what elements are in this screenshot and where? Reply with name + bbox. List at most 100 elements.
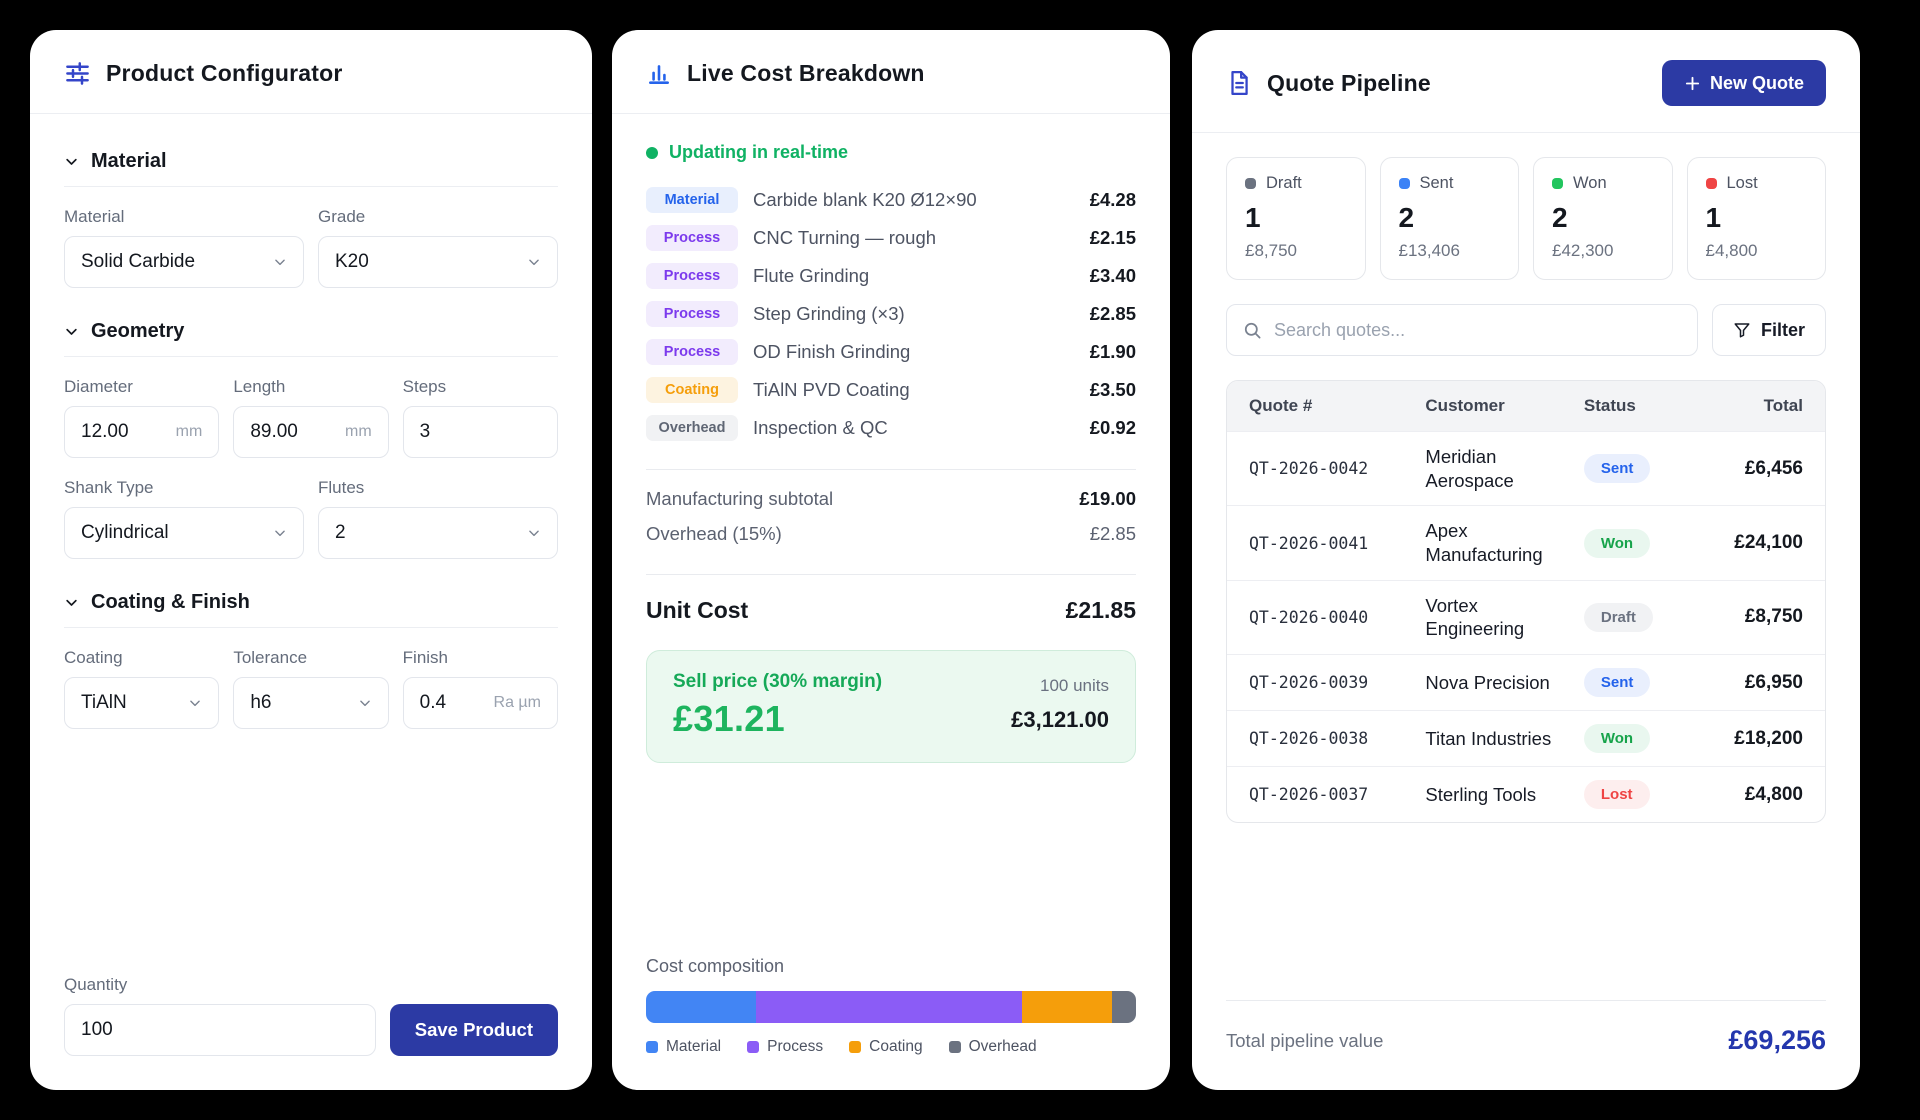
cost-line-item: Process CNC Turning — rough £2.15 <box>646 225 1136 251</box>
finish-value: 0.4 <box>419 692 447 713</box>
pipeline-footer: Total pipeline value £69,256 <box>1226 1000 1826 1056</box>
sell-price-label: Sell price (30% margin) <box>673 671 883 692</box>
shank-type-select[interactable]: Cylindrical <box>64 507 304 559</box>
tag-process: Process <box>646 339 738 365</box>
filter-label: Filter <box>1760 319 1805 340</box>
material-select[interactable]: Solid Carbide <box>64 236 304 288</box>
stat-card-draft: Draft 1 £8,750 <box>1226 157 1366 280</box>
cost-item-name: OD Finish Grinding <box>753 341 911 362</box>
status-badge: Sent <box>1583 454 1651 484</box>
bar-segment-process <box>756 991 1022 1023</box>
cost-line-item: Process OD Finish Grinding £1.90 <box>646 339 1136 365</box>
table-row[interactable]: QT-2026-0038 Titan Industries Won £18,20… <box>1227 710 1825 766</box>
table-row[interactable]: QT-2026-0037 Sterling Tools Lost £4,800 <box>1227 766 1825 822</box>
sent-dot-icon <box>1398 178 1410 189</box>
new-quote-button[interactable]: New Quote <box>1661 60 1826 106</box>
new-quote-label: New Quote <box>1709 72 1804 93</box>
length-input[interactable]: 89.00 mm <box>233 406 389 458</box>
grade-label: Grade <box>318 207 366 226</box>
steps-input[interactable]: 3 <box>402 406 558 458</box>
tag-process: Process <box>646 225 738 251</box>
cost-item-name: Carbide blank K20 Ø12×90 <box>753 189 977 210</box>
unit-cost-value: £21.85 <box>1065 597 1136 623</box>
bar-chart-icon <box>649 64 669 84</box>
customer-name: Vortex Engineering <box>1425 594 1525 640</box>
quantity-input[interactable] <box>64 1004 376 1056</box>
legend-item: Process <box>747 1038 823 1056</box>
table-row[interactable]: QT-2026-0040 Vortex Engineering Draft £8… <box>1227 579 1825 654</box>
shank-type-value: Cylindrical <box>81 522 169 543</box>
diameter-value: 12.00 <box>81 421 129 442</box>
flutes-value: 2 <box>335 522 346 543</box>
table-header-row: Quote # Customer Status Total <box>1227 381 1825 431</box>
section-material[interactable]: Material <box>64 138 558 187</box>
card-count: 2 <box>1552 202 1568 233</box>
flutes-select[interactable]: 2 <box>318 507 558 559</box>
save-product-button[interactable]: Save Product <box>389 1004 558 1056</box>
table-row[interactable]: QT-2026-0039 Nova Precision Sent £6,950 <box>1227 654 1825 710</box>
status-cards: Draft 1 £8,750 Sent 2 £13,406 Won 2 £42,… <box>1226 157 1826 280</box>
coating-select[interactable]: TiAlN <box>64 677 220 729</box>
section-geometry[interactable]: Geometry <box>64 308 558 357</box>
status-badge: Won <box>1583 528 1651 558</box>
grade-select[interactable]: K20 <box>318 236 558 288</box>
quotes-table: Quote # Customer Status Total QT-2026-00… <box>1226 380 1826 824</box>
cost-composition-legend: Material Process Coating Overhead <box>646 1038 1136 1056</box>
cost-item-name: Inspection & QC <box>753 417 888 438</box>
cost-item-price: £4.28 <box>1089 189 1136 210</box>
finish-field: Finish 0.4 Ra µm <box>402 648 558 729</box>
section-coating-finish[interactable]: Coating & Finish <box>64 579 558 628</box>
card-label: Lost <box>1726 174 1758 192</box>
quote-total: £4,800 <box>1744 783 1803 805</box>
cost-header: Live Cost Breakdown <box>612 30 1170 114</box>
stat-card-sent: Sent 2 £13,406 <box>1379 157 1519 280</box>
chevron-down-icon <box>359 700 370 707</box>
chevron-down-icon <box>66 599 77 606</box>
bar-segment-coating <box>1021 991 1112 1023</box>
card-label: Sent <box>1419 174 1454 192</box>
unit-cost-row: Unit Cost £21.85 <box>646 597 1136 624</box>
bar-segment-material <box>646 991 757 1023</box>
steps-value: 3 <box>419 421 431 442</box>
plus-icon <box>1685 76 1700 90</box>
diameter-input[interactable]: 12.00 mm <box>64 406 220 458</box>
tolerance-field: Tolerance h6 <box>233 648 389 729</box>
legend-item: Material <box>646 1038 721 1056</box>
flutes-field: Flutes 2 <box>318 478 558 559</box>
tolerance-select[interactable]: h6 <box>233 677 389 729</box>
unit-cost-label: Unit Cost <box>646 597 749 623</box>
subtotal-row: Manufacturing subtotal £19.00 <box>646 488 1136 510</box>
quote-total: £6,950 <box>1744 671 1803 693</box>
search-box <box>1226 304 1698 356</box>
table-row[interactable]: QT-2026-0041 Apex Manufacturing Won £24,… <box>1227 505 1825 579</box>
cost-line-item: Process Step Grinding (×3) £2.85 <box>646 301 1136 327</box>
filter-button[interactable]: Filter <box>1711 304 1826 356</box>
legend-swatch <box>849 1041 862 1053</box>
chevron-down-icon <box>529 530 539 537</box>
customer-name: Titan Industries <box>1425 727 1552 749</box>
grade-value: K20 <box>335 251 369 272</box>
quote-number: QT-2026-0041 <box>1249 533 1369 553</box>
sell-price-value: £31.21 <box>673 698 785 739</box>
quantity-label: Quantity <box>64 975 128 994</box>
card-amount: £13,406 <box>1398 241 1460 260</box>
card-amount: £42,300 <box>1552 241 1614 260</box>
status-badge: Won <box>1583 724 1651 754</box>
section-coating-title: Coating & Finish <box>91 591 250 613</box>
finish-label: Finish <box>402 648 449 667</box>
cost-item-price: £3.50 <box>1089 379 1136 400</box>
cost-line-item: Material Carbide blank K20 Ø12×90 £4.28 <box>646 187 1136 213</box>
card-count: 2 <box>1398 202 1415 233</box>
flutes-label: Flutes <box>318 478 365 497</box>
tag-overhead: Overhead <box>646 415 738 441</box>
finish-input[interactable]: 0.4 Ra µm <box>402 677 558 729</box>
tolerance-label: Tolerance <box>233 648 308 667</box>
table-row[interactable]: QT-2026-0042 Meridian Aerospace Sent £6,… <box>1227 431 1825 505</box>
material-value: Solid Carbide <box>81 251 196 272</box>
steps-label: Steps <box>402 377 447 396</box>
quantity-field: Quantity <box>64 975 376 1056</box>
chevron-down-icon <box>66 158 77 165</box>
search-input[interactable] <box>1274 319 1681 341</box>
coating-label: Coating <box>64 648 123 667</box>
chevron-down-icon <box>66 328 77 335</box>
